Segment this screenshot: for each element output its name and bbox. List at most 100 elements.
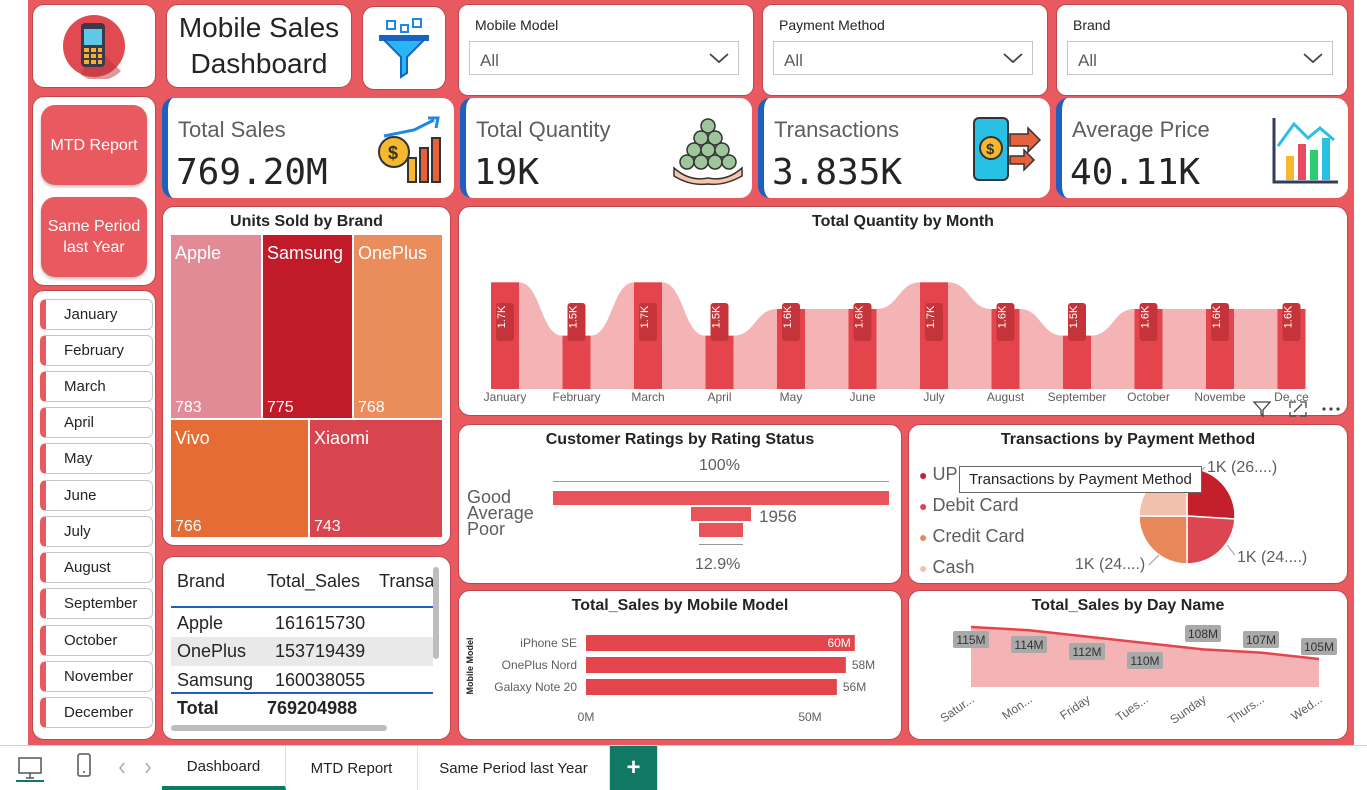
data-label: 114M (1014, 638, 1043, 652)
table-row[interactable]: Samsung 160038055 (171, 666, 433, 694)
cell-total-sales: 161615730 (275, 613, 366, 633)
svg-text:$: $ (986, 141, 995, 158)
data-label-bg (1301, 638, 1337, 655)
data-label: 115M (956, 633, 985, 647)
filter-funnel-button[interactable] (362, 6, 446, 90)
month-button-december[interactable]: December (40, 697, 153, 728)
x-axis-label: Thurs... (1225, 692, 1266, 727)
more-options-icon[interactable] (1320, 400, 1342, 418)
kpi-title: Transactions (774, 117, 900, 142)
add-page-button[interactable]: + (610, 746, 658, 790)
payment-method-dropdown[interactable]: All (773, 41, 1033, 75)
desktop-view-icon[interactable] (16, 754, 44, 782)
cell-brand: Apple (177, 613, 224, 633)
scroll-right-icon[interactable] (142, 760, 154, 776)
visual-title: Customer Ratings by Rating Status (545, 431, 815, 448)
mtd-report-button[interactable]: MTD Report (41, 105, 147, 185)
tab-dashboard[interactable]: Dashboard (162, 746, 286, 790)
tab-same-period-last-year[interactable]: Same Period last Year (418, 746, 610, 790)
visual-title: Total_Sales by Day Name (1031, 597, 1225, 614)
x-axis-label: January (484, 390, 527, 404)
month-button-june[interactable]: June (40, 480, 153, 511)
treemap-tile-samsung[interactable]: Samsung 775 (263, 235, 352, 418)
data-label-bg (496, 303, 514, 341)
visual-title: Total_Sales by Mobile Model (571, 597, 789, 614)
month-button-april[interactable]: April (40, 407, 153, 438)
month-button-july[interactable]: July (40, 516, 153, 547)
bar-chart-icon (1272, 118, 1338, 184)
tile-label: Samsung (267, 243, 344, 263)
month-button-august[interactable]: August (40, 552, 153, 583)
data-label-bg (639, 303, 657, 341)
treemap-tile-apple[interactable]: Apple 783 (171, 235, 261, 418)
funnel-bar-good[interactable] (553, 491, 889, 505)
month-button-january[interactable]: January (40, 299, 153, 330)
brand-dropdown[interactable]: All (1067, 41, 1333, 75)
x-axis-label: June (849, 390, 875, 404)
pie-slice-debit-card[interactable] (1186, 515, 1236, 565)
month-button-may[interactable]: May (40, 443, 153, 474)
column-bar[interactable] (562, 335, 591, 389)
column-bar[interactable] (1063, 335, 1091, 389)
data-label-bg (1211, 303, 1229, 341)
payment-method-slicer: Payment Method All (762, 4, 1048, 96)
treemap-tile-vivo[interactable]: Vivo 766 (171, 420, 308, 537)
data-label-bg (1068, 303, 1086, 341)
month-button-november[interactable]: November (40, 661, 153, 692)
table-row[interactable]: OnePlus 153719439 (171, 637, 433, 666)
funnel-bar-average[interactable] (691, 507, 751, 521)
tile-label: Apple (175, 243, 222, 263)
mobile-model-dropdown[interactable]: All (469, 41, 739, 75)
bar[interactable] (586, 679, 837, 695)
data-label: 1.6K (854, 305, 866, 328)
column-bar[interactable] (705, 335, 734, 389)
kpi-title: Total Sales (178, 117, 286, 142)
kpi-total-sales: Total Sales 769.20M $ (162, 98, 454, 198)
funnel-middle-label: 1956 (759, 507, 797, 526)
leader-line (1148, 554, 1160, 566)
svg-text:$: $ (388, 143, 398, 163)
bar-chart: Mobile Model iPhone SE 60M OnePlus Nord 58M G… (465, 635, 875, 724)
vertical-scrollbar[interactable] (433, 567, 439, 659)
x-axis-label: Friday (1057, 692, 1092, 723)
month-button-february[interactable]: February (40, 335, 153, 366)
mobile-view-icon[interactable] (74, 752, 94, 780)
focus-mode-icon[interactable] (1288, 400, 1308, 418)
month-button-september[interactable]: September (40, 588, 153, 619)
kpi-value: 19K (474, 152, 540, 193)
coins-stack-icon (673, 118, 743, 186)
x-axis-label: Tues... (1113, 692, 1151, 724)
brand-slicer: Brand All (1056, 4, 1348, 96)
legend-item-cash[interactable]: ● Cash (919, 557, 975, 577)
x-axis-label: September (1048, 390, 1107, 404)
pie-data-label: 1K (24....) (1075, 556, 1146, 573)
data-label-bg (1185, 625, 1221, 642)
legend-item-credit-card[interactable]: ● Credit Card (919, 526, 1025, 546)
funnel-bar-poor[interactable] (699, 523, 743, 537)
column-header-brand[interactable]: Brand (177, 571, 226, 591)
treemap-tile-xiaomi[interactable]: Xiaomi 743 (310, 420, 442, 537)
column-header-transactions[interactable]: Transa (379, 571, 435, 591)
month-button-march[interactable]: March (40, 371, 153, 402)
pie-slice-credit-card[interactable] (1138, 515, 1188, 565)
data-label: 60M (827, 636, 850, 650)
mobile-payment-icon: $ (973, 117, 1042, 181)
funnel-bottom-label: 12.9% (695, 556, 741, 573)
data-label-bg (1243, 631, 1279, 648)
tab-mtd-report[interactable]: MTD Report (286, 746, 418, 790)
visual-title: Units Sold by Brand (230, 213, 383, 230)
column-header-total-sales[interactable]: Total_Sales (267, 571, 361, 591)
month-button-october[interactable]: October (40, 625, 153, 656)
treemap-tile-oneplus[interactable]: OnePlus 768 (354, 235, 442, 418)
scroll-left-icon[interactable] (116, 760, 128, 776)
horizontal-scrollbar[interactable] (171, 725, 387, 731)
table-row[interactable]: Apple 161615730 (171, 609, 433, 637)
bar[interactable] (586, 635, 855, 651)
legend-item-debit-card[interactable]: ● Debit Card (919, 495, 1019, 515)
logo-card (32, 4, 156, 88)
same-period-last-year-button[interactable]: Same Period last Year (41, 197, 147, 277)
legend-item-upi[interactable]: ● UPI (919, 464, 963, 484)
data-label-bg (710, 303, 729, 341)
bar[interactable] (586, 657, 846, 673)
filter-icon[interactable] (1252, 400, 1272, 418)
